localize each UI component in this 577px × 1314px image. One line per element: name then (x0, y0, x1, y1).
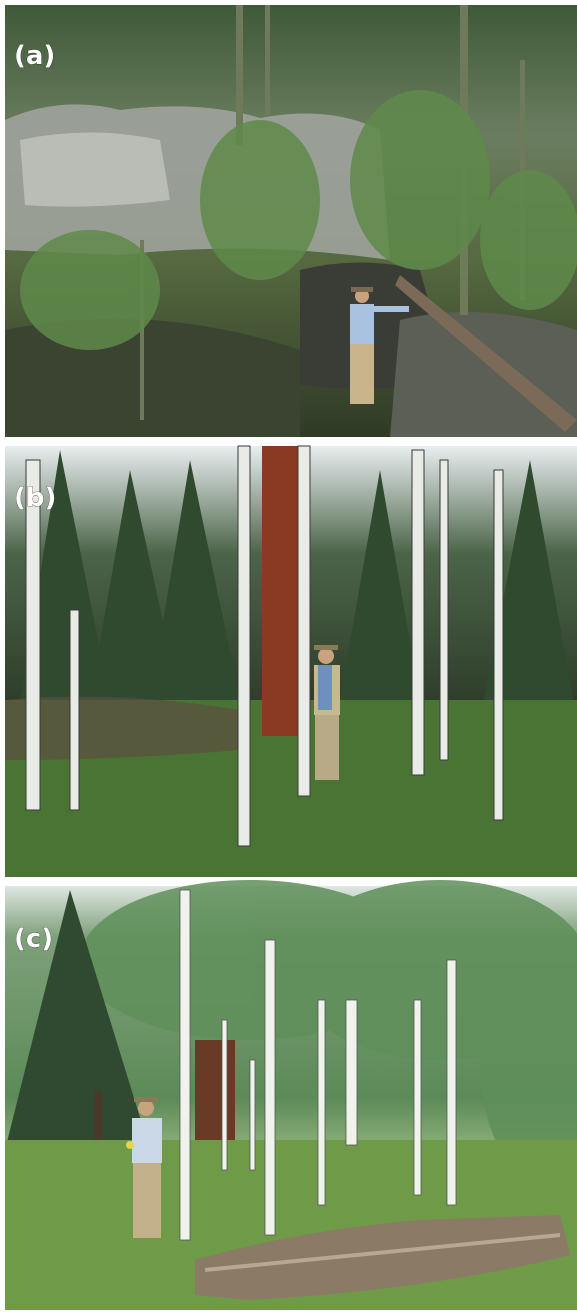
scene-shape (20, 230, 160, 350)
scene-shape (318, 648, 334, 664)
scene-shape (355, 289, 369, 303)
scene-shape (480, 940, 577, 1180)
scene-shape (314, 645, 338, 650)
scene-shape (20, 132, 170, 207)
scene-shape (20, 450, 110, 700)
scene-shape (413, 999, 422, 1196)
scene-shape (351, 287, 373, 292)
person-a (350, 287, 409, 404)
scene-shape (373, 306, 409, 312)
person-b (314, 645, 340, 780)
panel-c: (c) (5, 880, 577, 1310)
scene-shape (265, 5, 270, 115)
scene-shape (350, 90, 490, 270)
scene-shape (318, 665, 332, 710)
scene-shape (179, 889, 191, 1241)
scene-shape (315, 715, 339, 780)
panel-label: (c) (14, 924, 53, 954)
scene-shape (5, 890, 150, 1150)
scene-shape (411, 449, 425, 776)
scene-shape (133, 1163, 161, 1238)
scene-shape (90, 470, 180, 700)
scene-shape (25, 459, 41, 811)
panel-label: (a) (14, 41, 55, 71)
panel-a: (a) (5, 5, 577, 437)
scene-shape (249, 1059, 256, 1171)
scene-shape (150, 460, 240, 700)
scene-shape (262, 446, 302, 736)
scene-shape (221, 1019, 228, 1171)
scene-shape (138, 1100, 154, 1116)
scene-shape (446, 959, 457, 1206)
person-c (126, 1097, 162, 1238)
scene-shape (345, 999, 358, 1146)
scene-shape (69, 609, 80, 811)
panel-label: (b) (14, 483, 56, 513)
scene-shape (439, 459, 449, 761)
panel-b: (b) (5, 445, 577, 877)
scene-shape (340, 470, 420, 700)
scene-shape (20, 90, 577, 350)
scene-shape (237, 445, 251, 847)
scene-shape (204, 1233, 561, 1272)
scene-shape (20, 450, 577, 720)
scene-shape (94, 1090, 102, 1185)
scene-shape (297, 445, 311, 797)
scene-shape (236, 5, 243, 145)
scene-shape (350, 304, 374, 344)
scene-shape (480, 170, 577, 310)
scene-shape (132, 1118, 162, 1163)
scene-shape (200, 120, 320, 280)
scene-shape (80, 880, 577, 1180)
scene-shape (25, 445, 504, 847)
scene-shape (179, 889, 457, 1241)
scene-shape (350, 344, 374, 404)
scene-shape (493, 469, 504, 821)
scene-shape (317, 999, 326, 1206)
scene-shape (195, 1215, 570, 1300)
scene-shape (390, 312, 577, 437)
scene-shape (395, 275, 577, 432)
scene-shape (480, 460, 577, 720)
scene-shape (134, 1097, 158, 1102)
scene-shape (264, 939, 276, 1236)
scene-shape (126, 1141, 134, 1149)
scene-shape (5, 696, 240, 760)
